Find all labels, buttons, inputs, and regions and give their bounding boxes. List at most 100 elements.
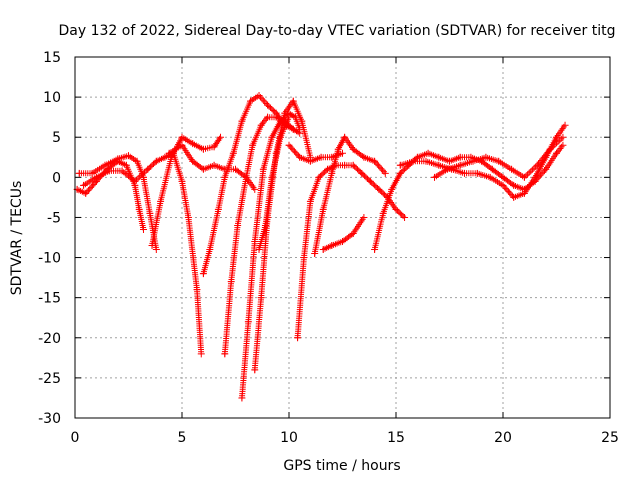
data-point bbox=[289, 97, 297, 105]
y-axis-label: SDTVAR / TECUs bbox=[9, 181, 25, 296]
data-point bbox=[249, 141, 257, 149]
data-point bbox=[306, 197, 314, 205]
data-point bbox=[546, 145, 554, 153]
data-point bbox=[460, 169, 468, 177]
data-point bbox=[276, 133, 284, 141]
series-trail bbox=[371, 143, 565, 253]
data-point bbox=[311, 250, 319, 258]
data-point bbox=[268, 173, 276, 181]
data-point bbox=[114, 155, 122, 163]
data-point bbox=[221, 350, 229, 358]
data-point bbox=[510, 181, 518, 189]
data-point bbox=[268, 133, 276, 141]
y-tick-label: -25 bbox=[38, 371, 61, 387]
data-point bbox=[446, 157, 453, 165]
data-point bbox=[381, 169, 389, 177]
data-point bbox=[409, 157, 417, 165]
data-point bbox=[561, 121, 569, 129]
data-point bbox=[324, 165, 332, 173]
data-point bbox=[257, 121, 265, 129]
data-point bbox=[238, 394, 246, 402]
data-point bbox=[294, 334, 302, 342]
data-point bbox=[285, 141, 293, 149]
axis-ticks: 0 5 10 15 20 25 -30 -25 -20 -15 -10 -5 0 5 10 15 bbox=[38, 50, 619, 446]
data-point bbox=[469, 157, 477, 165]
data-point bbox=[210, 143, 218, 151]
y-tick-label: -15 bbox=[38, 291, 61, 307]
data-point bbox=[371, 246, 379, 254]
data-point bbox=[199, 165, 207, 173]
data-point bbox=[473, 169, 481, 177]
data-point bbox=[334, 145, 342, 153]
data-point bbox=[255, 92, 263, 100]
data-point bbox=[488, 165, 496, 173]
chart-title: Day 132 of 2022, Sidereal Day-to-day VTE… bbox=[59, 23, 616, 39]
series-arc-3 bbox=[80, 149, 205, 358]
data-point bbox=[133, 157, 141, 165]
data-point bbox=[508, 165, 516, 173]
data-point bbox=[148, 242, 156, 250]
data-point bbox=[553, 149, 560, 157]
x-tick-label: 0 bbox=[71, 430, 80, 446]
data-point bbox=[319, 246, 327, 254]
data-point bbox=[165, 149, 173, 157]
data-point bbox=[206, 246, 214, 254]
data-point bbox=[424, 149, 432, 157]
data-point bbox=[553, 133, 560, 141]
y-tick-label: -30 bbox=[38, 411, 61, 427]
data-point bbox=[388, 185, 396, 193]
data-point bbox=[178, 141, 186, 149]
data-point bbox=[193, 286, 201, 294]
data-point bbox=[392, 205, 400, 213]
data-point bbox=[401, 213, 409, 221]
data-point bbox=[251, 185, 259, 193]
data-point bbox=[285, 113, 293, 121]
data-point bbox=[341, 161, 349, 169]
data-point bbox=[422, 157, 430, 165]
data-point bbox=[281, 109, 289, 117]
data-point bbox=[559, 141, 567, 149]
series-trail bbox=[76, 152, 159, 251]
data-series bbox=[73, 92, 569, 402]
data-point bbox=[152, 157, 160, 165]
y-tick-label: -5 bbox=[47, 210, 61, 226]
data-point bbox=[486, 173, 494, 181]
data-point bbox=[533, 161, 541, 169]
data-point bbox=[371, 157, 379, 165]
series-arc-2 bbox=[75, 152, 160, 254]
data-point bbox=[510, 193, 518, 201]
data-point bbox=[157, 197, 165, 205]
data-point bbox=[482, 153, 490, 161]
data-point bbox=[435, 153, 443, 161]
data-point bbox=[339, 238, 346, 246]
data-point bbox=[80, 181, 88, 189]
data-point bbox=[189, 140, 197, 148]
series-arc-12 bbox=[285, 141, 346, 165]
data-point bbox=[197, 350, 205, 358]
data-point bbox=[328, 242, 336, 250]
data-point bbox=[306, 157, 314, 165]
data-point bbox=[379, 209, 387, 217]
data-point bbox=[435, 161, 443, 169]
data-point bbox=[242, 173, 250, 181]
data-point bbox=[289, 125, 297, 133]
series-arc-14 bbox=[319, 213, 368, 254]
data-point bbox=[125, 152, 132, 160]
data-point bbox=[199, 270, 207, 278]
data-point bbox=[238, 117, 246, 125]
data-point bbox=[358, 169, 366, 177]
series-arc-8 bbox=[238, 109, 304, 402]
data-point bbox=[520, 189, 528, 197]
data-point bbox=[360, 153, 368, 161]
series-trail bbox=[320, 216, 366, 253]
data-point bbox=[317, 153, 325, 161]
series-arc-10 bbox=[255, 113, 293, 254]
data-point bbox=[272, 113, 280, 121]
data-point bbox=[542, 165, 550, 173]
data-point bbox=[234, 221, 242, 229]
data-point bbox=[152, 246, 160, 254]
data-point bbox=[189, 157, 197, 165]
data-point bbox=[264, 113, 272, 121]
y-tick-label: -10 bbox=[38, 251, 61, 267]
